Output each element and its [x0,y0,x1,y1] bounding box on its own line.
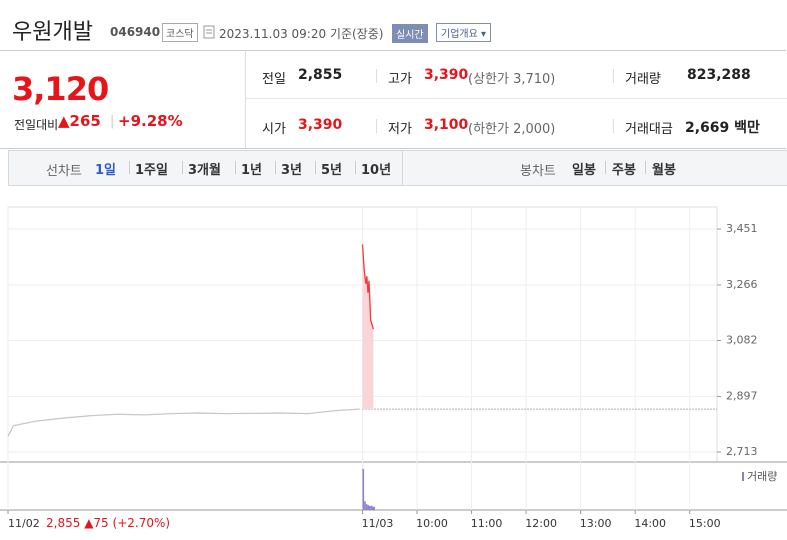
volume-bar [367,505,370,510]
stat-label: 고가 [388,72,412,87]
divider [245,50,246,148]
tab-sep [235,161,236,174]
stat-note: (상한가 3,710) [468,72,556,87]
x-tick-label: 10:00 [416,517,448,530]
volume-bar [365,504,368,510]
volume-bar [362,468,365,510]
realtime-button[interactable]: 실시간 [392,24,428,43]
legend-label: 거래량 [747,470,777,483]
stat-value: 3,390 [424,67,469,83]
y-tick-label: 3,266 [726,278,758,291]
area [362,244,374,410]
tab[interactable]: 3년 [281,163,303,178]
divider [613,119,614,133]
time: 2023.11.03 09:20 기준(장중) [219,27,384,41]
market-badge: 코스닥 [162,23,198,42]
stat-note: (하한가 2,000) [468,122,556,137]
tab[interactable]: 1주일 [135,163,168,178]
volume-bar [370,505,373,510]
change: ▲265 [58,112,101,130]
stat-value: 2,669 백만 [685,120,760,136]
stock-code: 046940 [110,25,161,39]
tab-sep [275,161,276,174]
stat-value: 3,100 [424,117,469,133]
stat-value: 2,855 [298,67,343,83]
x-tick-label: 12:00 [525,517,557,530]
x-tick-label: 14:00 [634,517,666,530]
sep: | [110,114,115,129]
tab[interactable]: 10년 [361,163,392,178]
summary-rate: (+2.70%) [112,516,171,530]
summary: 2,855 ▲75 (+2.70%) [46,516,170,530]
y-tick-label: 2,713 [726,445,758,458]
stat-value: 3,390 [298,117,343,133]
x-tick-label: 13:00 [580,517,612,530]
stat-label: 저가 [388,122,412,137]
x-tick-label: 11/02 [8,517,40,530]
tab[interactable]: 3개월 [188,163,221,178]
stat-label: 전일 [262,72,286,87]
y-tick-label: 2,897 [726,389,758,402]
price-line [7,408,360,437]
volume-bar [372,506,374,510]
legend-swatch [742,472,744,481]
tab-sep [645,161,646,174]
stat-value: 823,288 [687,67,751,83]
x-tick-label: 11:00 [471,517,503,530]
divider [613,69,614,83]
summary-close: 2,855 [46,516,81,530]
price: 3,120 [12,70,109,108]
tab[interactable]: 일봉 [572,163,596,178]
volume-bar [364,501,366,510]
tab-sep [315,161,316,174]
tab[interactable]: 1년 [241,163,263,178]
y-tick-label: 3,082 [726,334,758,347]
quote-box [0,50,786,149]
tab-label: 봉차트 [520,164,556,179]
stock-name: 우원개발 [12,20,93,45]
tab-sep [605,161,606,174]
volume-bar [369,506,371,510]
tab-sep [355,161,356,174]
x-tick-label: 15:00 [689,517,721,530]
tab-label: 선차트 [46,164,82,179]
tab[interactable]: 주봉 [612,163,636,178]
divider [376,69,377,83]
company-button[interactable]: 기업개요 ▾ [436,23,491,42]
stat-label: 거래대금 [625,122,673,137]
x-tick-label: 11/03 [362,517,394,530]
summary-change: ▲75 [84,516,109,530]
stat-label: 거래량 [625,72,661,87]
rate: +9.28% [118,112,183,130]
divider [402,151,403,185]
tab[interactable]: 월봉 [652,163,676,178]
volume-bar [373,507,376,510]
divider [246,98,787,99]
price-line [361,244,375,330]
divider [376,119,377,133]
y-tick-label: 3,451 [726,222,758,235]
stat-label: 시가 [262,122,286,137]
tab-sep [129,161,130,174]
tab-bar [8,150,787,186]
tab[interactable]: 1일 [95,163,117,178]
change-label: 전일대비 [14,118,59,132]
doc-icon [203,25,215,39]
tab-sep [182,161,183,174]
tab[interactable]: 5년 [321,163,343,178]
